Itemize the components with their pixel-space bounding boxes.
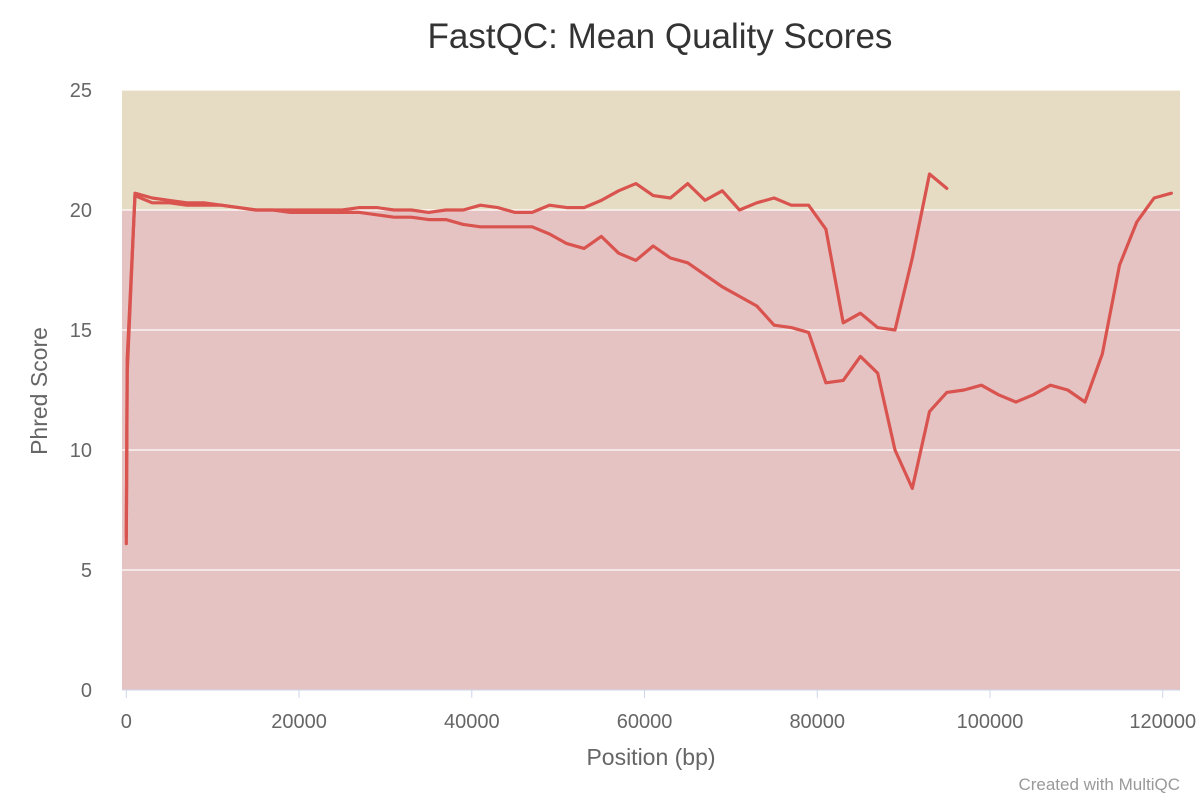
quality-band-1: [122, 90, 1180, 210]
y-axis-ticks: 0 5 10 15 20 25: [70, 80, 92, 702]
x-tick-label: 80000: [789, 711, 845, 733]
y-axis-label: Phred Score: [26, 327, 52, 455]
y-tick-label: 20: [70, 200, 92, 222]
x-tick-label: 40000: [444, 711, 500, 733]
quality-bands: [122, 90, 1180, 690]
multiqc-credit[interactable]: Created with MultiQC: [1018, 775, 1180, 794]
series-lines: [124, 172, 1173, 546]
x-tick-label: 0: [121, 711, 132, 733]
x-tick-label: 60000: [617, 711, 673, 733]
x-tick-label: 120000: [1129, 711, 1196, 733]
x-tick-label: 20000: [271, 711, 327, 733]
y-tick-label: 25: [70, 80, 92, 102]
series-line-2[interactable]: [124, 172, 949, 538]
y-tick-label: 10: [70, 440, 92, 462]
x-axis-label: Position (bp): [586, 744, 715, 770]
x-tick-label: 100000: [957, 711, 1024, 733]
chart-title: FastQC: Mean Quality Scores: [428, 17, 893, 56]
x-axis-ticks: 0 20000 40000 60000 80000 100000 120000: [121, 690, 1196, 733]
y-tick-label: 5: [81, 560, 92, 582]
y-tick-label: 0: [81, 680, 92, 702]
y-tick-label: 15: [70, 320, 92, 342]
